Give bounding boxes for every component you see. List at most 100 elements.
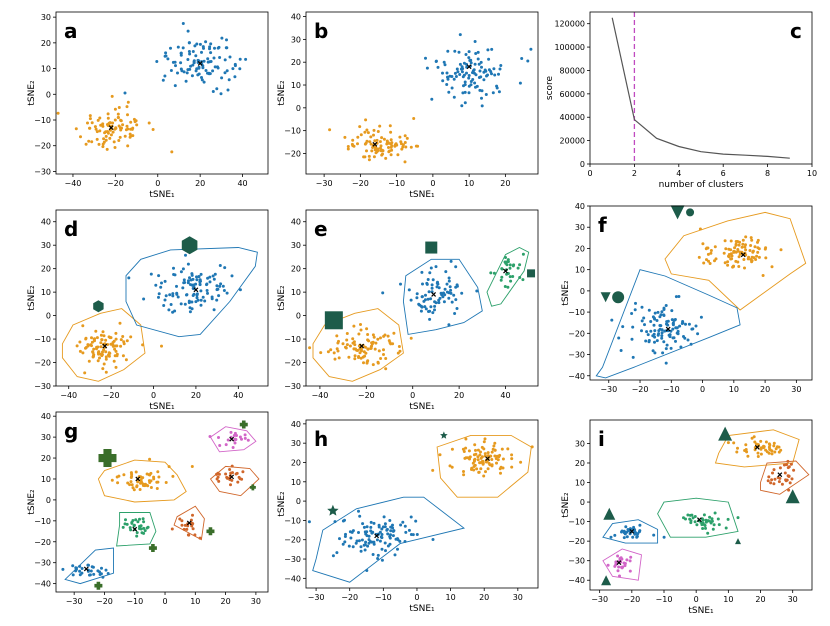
x-axis-label: tSNE₁: [688, 606, 714, 616]
y-tick-label: −20: [568, 329, 585, 338]
data-point-brown: [786, 466, 790, 470]
data-point-orange: [519, 460, 523, 464]
data-point-orange: [116, 116, 120, 120]
data-point-orange: [119, 344, 123, 348]
data-point-orange: [90, 121, 94, 125]
data-point-green: [130, 521, 134, 525]
data-point-pink: [628, 559, 632, 563]
data-point-orange: [697, 255, 701, 259]
data-point-blue: [89, 569, 93, 573]
data-point-blue: [371, 553, 375, 556]
data-point-blue: [188, 52, 192, 56]
data-point-orange: [88, 117, 92, 121]
data-point-orange: [400, 147, 404, 151]
data-point-orange: [367, 339, 371, 343]
data-point-blue: [225, 291, 229, 295]
data-point-blue: [171, 292, 175, 296]
data-point-blue: [669, 346, 673, 350]
data-point-blue: [215, 284, 219, 288]
data-point-blue: [665, 343, 669, 347]
data-point-blue: [653, 340, 656, 344]
panel-label: d: [64, 217, 78, 241]
y-tick-label: 60000: [560, 90, 585, 99]
data-point-orange: [141, 343, 145, 347]
data-point-orange: [104, 355, 108, 359]
y-axis-label: tSNE₂: [561, 492, 571, 518]
data-point-orange: [404, 145, 408, 149]
data-point-orange: [738, 240, 742, 244]
data-point-orange: [106, 116, 110, 120]
data-point-orange: [106, 112, 110, 116]
y-tick-label: 80000: [560, 66, 585, 75]
data-point-orange: [371, 333, 375, 337]
x-axis-label: tSNE₁: [149, 190, 175, 200]
data-point-orange: [487, 461, 491, 465]
data-point-orange: [438, 453, 442, 457]
data-point-blue: [208, 72, 212, 76]
data-point-blue: [447, 279, 451, 283]
data-point-blue: [182, 281, 186, 285]
x-tick-label: −40: [311, 391, 328, 400]
data-point-blue: [171, 294, 175, 298]
data-point-blue: [389, 529, 393, 533]
data-point-blue: [191, 50, 195, 53]
data-point-blue: [467, 50, 471, 54]
y-tick-label: −40: [568, 576, 585, 585]
data-point-green: [695, 523, 699, 527]
centroid-marker: [665, 326, 671, 332]
data-point-orange: [103, 131, 107, 135]
data-point-blue: [370, 531, 374, 535]
data-point-brown: [191, 513, 194, 517]
data-point-blue: [123, 91, 127, 95]
data-point-green: [500, 267, 504, 271]
data-point-pink: [628, 569, 632, 573]
data-point-orange: [393, 144, 397, 148]
data-point-blue: [658, 324, 662, 327]
y-tick-label: −30: [34, 559, 51, 568]
data-point-blue: [213, 65, 217, 69]
data-point-blue: [88, 573, 91, 577]
data-point-orange: [358, 125, 362, 129]
data-point-orange: [87, 359, 91, 363]
cluster-hull-orange: [312, 308, 404, 382]
panel-f: −30 −20 −10 0 10 20 30 −40 −30 −20 −10 0 10 20 30 40 tSN…: [561, 202, 813, 394]
data-point-blue: [447, 323, 451, 327]
data-point-orange: [401, 143, 405, 147]
cluster-hull-blue: [312, 496, 466, 583]
data-point-orange: [477, 470, 481, 474]
data-point-blue: [665, 322, 668, 326]
data-point-orange: [737, 255, 741, 259]
data-point-orange: [501, 457, 505, 461]
data-point-blue: [206, 291, 209, 295]
data-point-blue: [349, 536, 353, 540]
data-point-orange: [757, 255, 761, 259]
data-point-orange: [341, 342, 345, 346]
plus-marker: [239, 420, 248, 429]
data-point-orange: [119, 126, 122, 130]
y-tick-label: 0: [46, 312, 51, 321]
data-point-brown: [178, 517, 182, 521]
centroid-marker: [485, 456, 490, 462]
data-point-orange: [726, 260, 730, 264]
data-point-orange: [365, 128, 369, 132]
data-point-blue: [380, 527, 384, 531]
y-tick-label: 20: [41, 39, 51, 48]
data-point-green: [511, 275, 515, 278]
data-point-blue: [185, 71, 189, 75]
data-point-blue: [431, 278, 435, 282]
plus-marker: [98, 449, 117, 468]
data-point-brown: [773, 477, 777, 481]
data-point-blue: [142, 297, 146, 301]
data-point-blue: [366, 544, 370, 548]
data-point-blue: [462, 73, 466, 77]
data-point-blue: [437, 286, 441, 290]
data-point-blue: [424, 307, 428, 311]
data-point-orange: [729, 248, 733, 252]
x-tick-label: 20: [760, 385, 770, 394]
data-point-green: [691, 516, 695, 520]
data-point-blue: [435, 281, 439, 285]
data-point-blue: [473, 81, 477, 85]
data-point-blue: [529, 47, 533, 51]
data-point-brown: [778, 476, 782, 480]
y-tick-label: −20: [284, 536, 301, 545]
